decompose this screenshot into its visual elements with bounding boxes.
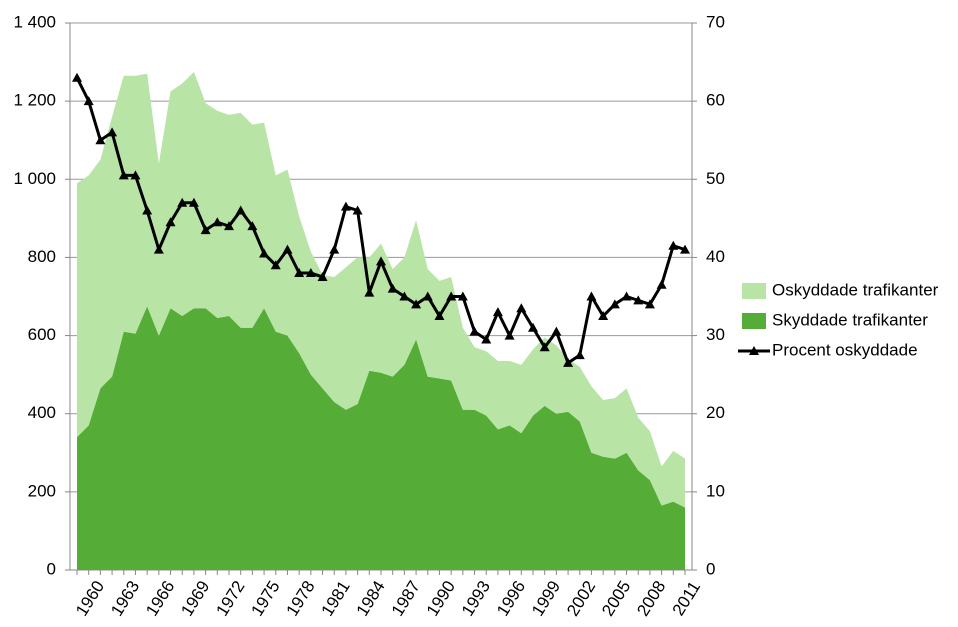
marker — [644, 299, 655, 309]
y-tick-label: 1 200 — [13, 91, 56, 110]
marker — [340, 201, 351, 211]
marker — [224, 221, 234, 231]
marker — [551, 326, 562, 336]
marker — [247, 221, 258, 231]
y-tick-label: 600 — [28, 325, 56, 344]
marker — [574, 350, 585, 360]
y2-tick-label: 50 — [706, 169, 725, 188]
y2-tick-label: 30 — [706, 325, 725, 344]
marker — [188, 197, 199, 207]
y2-tick-label: 40 — [706, 247, 725, 266]
marker — [259, 248, 270, 258]
marker — [282, 244, 293, 254]
marker — [656, 279, 667, 289]
x-tick-label: 1969 — [177, 577, 213, 619]
marker — [528, 322, 538, 332]
y2-tick-label: 70 — [706, 12, 725, 31]
x-tick-label: 1978 — [283, 577, 319, 619]
marker — [177, 197, 188, 207]
y-tick-label: 400 — [28, 403, 56, 422]
y2-tick-label: 10 — [706, 481, 725, 500]
marker — [609, 299, 620, 309]
legend-marker — [749, 346, 759, 355]
y2-tick-label: 60 — [706, 91, 725, 110]
legend-label: Skyddade trafikanter — [772, 310, 928, 329]
marker — [516, 303, 527, 313]
marker — [352, 205, 363, 215]
area — [77, 306, 685, 570]
x-tick-label: 2005 — [598, 577, 634, 619]
marker — [235, 205, 246, 215]
area — [77, 71, 685, 508]
marker — [668, 240, 679, 250]
marker — [586, 291, 597, 301]
legend-swatch — [742, 313, 766, 329]
x-tick-label: 1984 — [353, 577, 389, 619]
y-tick-label: 1 400 — [13, 12, 56, 31]
legend-label: Procent oskyddade — [772, 340, 918, 359]
y-tick-label: 0 — [47, 559, 56, 578]
marker — [364, 287, 375, 297]
y-tick-label: 200 — [28, 481, 56, 500]
marker — [481, 334, 492, 344]
x-tick-label: 1996 — [493, 577, 529, 619]
marker — [200, 225, 211, 235]
x-tick-label: 1960 — [72, 577, 108, 619]
x-tick-label: 1972 — [212, 577, 248, 619]
x-tick-label: 1981 — [318, 577, 354, 619]
x-tick-label: 1963 — [107, 577, 143, 619]
marker — [446, 291, 457, 301]
x-tick-label: 1990 — [423, 577, 459, 619]
marker — [118, 170, 129, 180]
legend-label: Oskyddade trafikanter — [772, 280, 939, 299]
marker — [399, 291, 410, 301]
marker — [457, 291, 468, 301]
marker — [387, 283, 398, 293]
y-tick-label: 1 000 — [13, 169, 56, 188]
marker — [317, 271, 328, 281]
marker — [539, 342, 550, 352]
marker — [130, 170, 141, 180]
x-tick-label: 1993 — [458, 577, 494, 619]
marker — [422, 291, 433, 301]
x-tick-label: 1966 — [142, 577, 178, 619]
x-tick-label: 1975 — [247, 577, 283, 619]
marker — [107, 127, 118, 137]
marker — [212, 217, 223, 227]
marker — [504, 330, 515, 340]
marker — [153, 244, 164, 254]
legend-swatch — [742, 283, 766, 299]
y2-tick-label: 20 — [706, 403, 725, 422]
marker — [633, 295, 644, 305]
marker — [598, 311, 609, 321]
x-tick-label: 1999 — [528, 577, 564, 619]
marker — [434, 311, 445, 321]
marker — [563, 357, 574, 367]
marker — [142, 205, 153, 215]
marker — [680, 244, 690, 254]
marker — [411, 299, 422, 309]
marker — [376, 256, 386, 266]
x-tick-label: 2011 — [669, 578, 704, 619]
x-tick-label: 2008 — [633, 577, 669, 619]
marker — [305, 268, 316, 278]
y2-tick-label: 0 — [706, 559, 715, 578]
marker — [95, 135, 106, 145]
marker — [492, 307, 503, 317]
marker — [270, 260, 281, 270]
y-tick-label: 800 — [28, 247, 56, 266]
x-tick-label: 2002 — [563, 577, 599, 619]
marker — [621, 291, 632, 301]
marker — [72, 72, 82, 82]
marker — [294, 268, 305, 278]
marker — [469, 326, 480, 336]
marker — [83, 96, 94, 106]
marker — [329, 244, 340, 254]
x-tick-label: 1987 — [388, 577, 424, 619]
marker — [165, 217, 176, 227]
